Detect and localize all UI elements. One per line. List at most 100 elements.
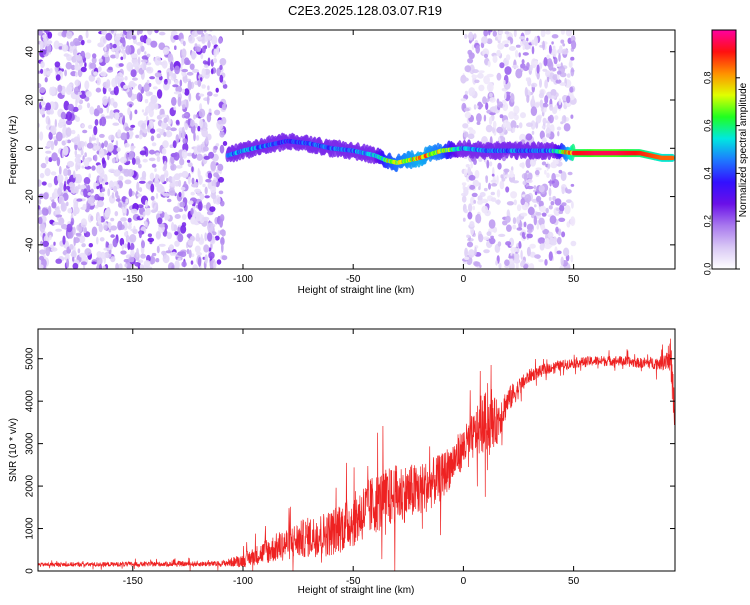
spectrogram-cell — [99, 263, 102, 269]
spectrogram-cell — [66, 258, 70, 268]
spectrogram-cell — [525, 77, 530, 82]
spectrogram-cell — [171, 265, 175, 269]
spectrogram-cell — [561, 48, 569, 55]
spectrogram-cell — [126, 30, 134, 40]
spectrogram-cell — [70, 221, 74, 226]
spectrogram-cell — [478, 186, 481, 191]
spectrogram-cell — [220, 237, 225, 246]
spectrogram-cell — [49, 196, 53, 201]
spectrogram-cell — [483, 187, 488, 192]
spectrogram-cell — [147, 233, 152, 238]
spectrogram-y-tick-label: -40 — [25, 237, 36, 252]
spectrogram-cell — [219, 64, 223, 71]
spectrogram-cell — [166, 177, 169, 182]
spectrogram-cell — [192, 181, 199, 188]
spectrogram-cell — [217, 163, 224, 171]
spectrogram-cell — [98, 58, 103, 63]
spectrogram-cell — [163, 160, 168, 171]
spectrogram-cell — [467, 49, 473, 56]
spectrogram-cell — [39, 131, 44, 141]
spectrogram-cell — [179, 79, 183, 87]
spectrogram-cell — [96, 137, 99, 147]
spectrogram-cell — [183, 113, 189, 117]
spectrogram-cell — [65, 119, 73, 126]
spectrogram-cell — [38, 30, 43, 36]
spectrogram-cell — [518, 122, 523, 129]
spectrogram-cell — [197, 201, 203, 212]
spectrogram-cell — [151, 200, 157, 210]
spectrogram-cell — [123, 258, 130, 263]
spectrogram-cell — [166, 232, 172, 240]
spectrogram-cell — [73, 206, 80, 215]
spectrogram-cell — [531, 130, 535, 135]
spectrogram-cell — [74, 150, 78, 156]
spectrogram-cell — [548, 205, 553, 210]
spectrogram-cell — [47, 205, 52, 215]
spectrogram-cell — [72, 48, 78, 57]
spectrogram-cell — [122, 53, 127, 60]
spectrogram-cell — [515, 68, 523, 79]
spectrogram-cell — [504, 91, 507, 100]
spectrogram-cell — [122, 115, 126, 124]
spectrogram-cell — [156, 133, 161, 139]
spectrogram-cell — [109, 180, 114, 190]
spectrogram-cell — [120, 217, 127, 222]
spectrogram-cell — [61, 224, 67, 230]
spectrogram-cell — [551, 48, 557, 57]
spectrogram-cell — [44, 168, 51, 177]
spectrogram-cell — [529, 243, 536, 249]
spectrogram-cell — [148, 157, 156, 162]
spectrogram-cell — [473, 199, 477, 204]
snr-y-ticks: 0 1000 2000 3000 4000 5000 — [25, 347, 675, 574]
spectrogram-cell — [49, 235, 52, 240]
spectrogram-cell — [132, 77, 138, 81]
spectrogram-cell — [118, 63, 124, 67]
spectrogram-cell — [467, 58, 474, 64]
spectrogram-cell — [131, 145, 136, 149]
spectrogram-cell — [66, 160, 75, 168]
spectrogram-cell — [526, 223, 534, 231]
spectrogram-cell — [134, 262, 140, 267]
spectrogram-cell — [516, 204, 522, 212]
spectrogram-cell — [124, 179, 132, 185]
spectrogram-cell — [102, 265, 106, 269]
spectrogram-cell — [162, 140, 169, 149]
spectrogram-cell — [147, 237, 155, 243]
spectrogram-cell — [118, 202, 122, 208]
spectrogram-cell — [96, 105, 101, 111]
spectrogram-cell — [124, 205, 127, 216]
spectrogram-cell — [504, 66, 512, 75]
spectrogram-cell — [99, 133, 105, 138]
spectrogram-cell — [157, 210, 163, 214]
spectrogram-x-tick-label: 50 — [568, 274, 580, 285]
spectrogram-cell — [468, 31, 474, 41]
spectrogram-cell — [570, 254, 574, 263]
spectrogram-cell — [155, 231, 161, 239]
spectrogram-cell — [139, 35, 146, 43]
spectrogram-cell — [478, 233, 484, 243]
spectrogram-cell — [143, 260, 151, 268]
snr-y-axis-label: SNR (10 * v/v) — [8, 418, 19, 482]
spectrogram-cell — [488, 116, 493, 125]
snr-series-line — [38, 338, 675, 571]
spectrogram-y-tick-label: 40 — [25, 46, 36, 58]
spectrogram-cell — [72, 38, 80, 46]
spectrogram-cell — [538, 185, 545, 193]
spectrogram-cell — [103, 174, 108, 183]
spectrogram-cell — [508, 111, 515, 120]
spectrogram-cell — [137, 84, 142, 91]
spectrogram-cell — [464, 33, 468, 39]
spectrogram-cell — [554, 198, 562, 206]
spectrogram-cell — [118, 263, 123, 269]
spectrogram-cell — [83, 158, 90, 167]
spectrogram-cell — [473, 33, 477, 39]
spectrogram-cell — [221, 242, 224, 253]
spectrogram-cell — [58, 46, 62, 50]
spectrogram-cell — [38, 179, 42, 187]
spectrogram-cell — [544, 169, 547, 175]
spectrogram-cell — [121, 206, 125, 214]
spectrogram-cell — [89, 106, 95, 115]
spectrogram-cell — [164, 214, 170, 220]
spectrogram-cell — [144, 51, 147, 55]
spectrogram-cell — [127, 225, 132, 230]
